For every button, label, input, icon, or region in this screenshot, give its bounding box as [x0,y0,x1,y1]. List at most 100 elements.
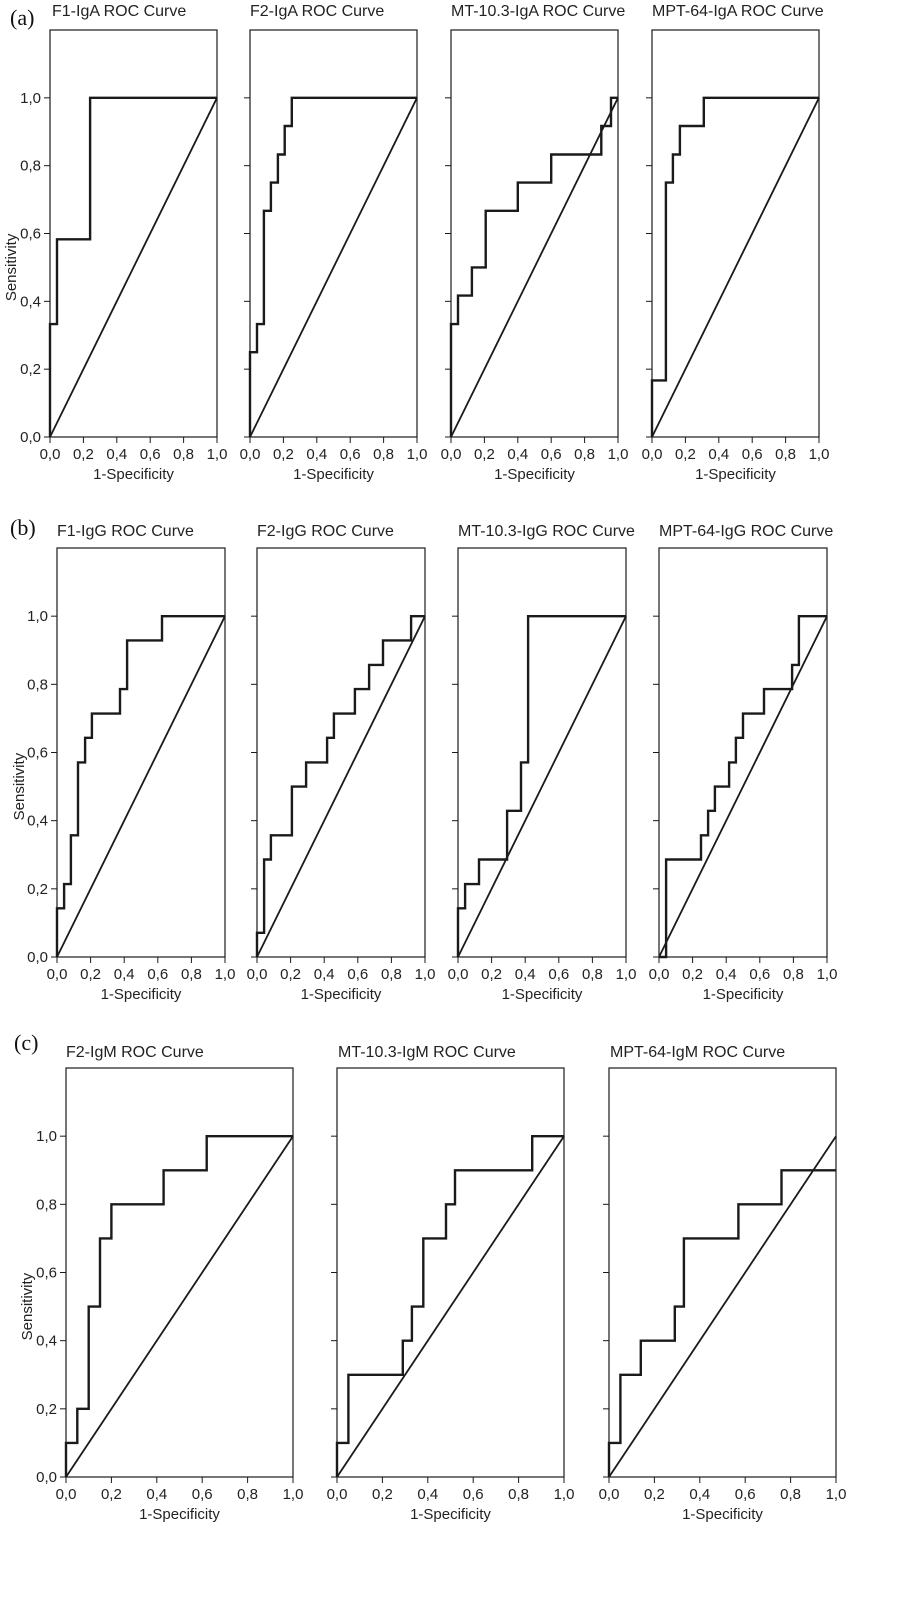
chart-4-xtick-label: 0,8 [775,446,796,463]
chart-9-xlabel: 1-Specificity [139,1506,220,1523]
chart-6-xtick-label: 0,0 [247,966,268,983]
chart-4-xtick-label: 0,0 [642,446,663,463]
chart-9-xtick-label: 1,0 [283,1486,304,1503]
chart-8-plot-frame [658,547,828,958]
chart-6-reference-line [256,615,426,958]
chart-1-ytick-label: 1,0 [20,90,41,107]
chart-4-xtick-label: 1,0 [809,446,830,463]
chart-2-roc-line [248,96,417,437]
chart-7-title: MT-10.3-IgG ROC Curve [458,523,635,540]
chart-6-plot-frame [256,547,426,958]
chart-7-xlabel: 1-Specificity [502,986,583,1003]
chart-10-roc-line [335,1134,564,1477]
chart-9-reference-line [65,1135,294,1478]
chart-1-ytick-label: 0,6 [20,226,41,243]
chart-10-xtick-label: 1,0 [554,1486,575,1503]
chart-8-xtick-label: 0,2 [682,966,703,983]
chart-5-reference-line [56,615,226,958]
chart-1-xtick-label: 0,4 [106,446,127,463]
chart-6-title: F2-IgG ROC Curve [257,523,394,540]
chart-5-title: F1-IgG ROC Curve [57,523,194,540]
chart-11-xlabel: 1-Specificity [682,1506,763,1523]
chart-9-xtick-label: 0,8 [237,1486,258,1503]
chart-5-xtick-label: 0,8 [181,966,202,983]
chart-9-ytick-label: 0,6 [36,1265,57,1282]
chart-7-xtick-label: 0,4 [515,966,536,983]
chart-1-xtick-label: 0,2 [73,446,94,463]
chart-6-xtick-label: 0,4 [314,966,335,983]
chart-6-roc-line [255,615,425,957]
chart-5-xtick-label: 0,4 [114,966,135,983]
chart-5-ytick-label: 0,8 [27,676,48,693]
chart-1-xtick-label: 0,6 [140,446,161,463]
chart-5-xtick-label: 0,2 [80,966,101,983]
chart-5-plot-frame [56,547,226,958]
chart-8-roc-line [659,615,827,959]
chart-11-xtick-label: 0,6 [735,1486,756,1503]
chart-3-title: MT-10.3-IgA ROC Curve [451,3,625,20]
chart-10-xtick-label: 0,0 [327,1486,348,1503]
chart-3-reference-line [450,97,619,438]
chart-9-ytick-label: 0,4 [36,1333,57,1350]
chart-1-xtick-label: 0,0 [40,446,61,463]
chart-8-xtick-label: 0,6 [749,966,770,983]
chart-6-xtick-label: 0,2 [280,966,301,983]
chart-9-ytick-label: 0,8 [36,1196,57,1213]
chart-1-roc-line [48,96,217,437]
chart-7-roc-line [456,615,626,957]
chart-7-reference-line [457,615,627,958]
chart-1-xtick-label: 1,0 [207,446,228,463]
chart-7-xtick-label: 1,0 [616,966,637,983]
chart-11-xtick-label: 0,8 [780,1486,801,1503]
chart-7-plot-frame [457,547,627,958]
chart-4-xtick-label: 0,2 [675,446,696,463]
chart-1-plot-frame [49,29,218,438]
chart-1-ytick-label: 0,0 [20,429,41,446]
chart-5-ytick-label: 1,0 [27,608,48,625]
chart-9-ytick-label: 1,0 [36,1128,57,1145]
chart-11-title: MPT-64-IgM ROC Curve [610,1044,785,1061]
chart-10-xtick-label: 0,4 [417,1486,438,1503]
chart-5-xlabel: 1-Specificity [101,986,182,1003]
chart-7-xtick-label: 0,0 [448,966,469,983]
chart-3-plot-frame [450,29,619,438]
chart-7-xtick-label: 0,6 [548,966,569,983]
chart-11-reference-line [608,1135,837,1478]
chart-1-ytick-label: 0,8 [20,158,41,175]
chart-5-xtick-label: 0,6 [147,966,168,983]
chart-8-xlabel: 1-Specificity [703,986,784,1003]
chart-2-xtick-label: 0,0 [240,446,261,463]
chart-8-reference-line [658,615,828,958]
chart-1-title: F1-IgA ROC Curve [52,3,186,20]
chart-4-roc-line [650,96,819,437]
chart-6-xtick-label: 1,0 [415,966,436,983]
chart-1-ylabel: Sensitivity [3,233,20,301]
chart-4-xtick-label: 0,6 [742,446,763,463]
chart-8-xtick-label: 0,8 [783,966,804,983]
chart-9-title: F2-IgM ROC Curve [66,1044,204,1061]
chart-3-xtick-label: 0,4 [507,446,528,463]
chart-2-xtick-label: 0,4 [306,446,327,463]
chart-9-xtick-label: 0,6 [192,1486,213,1503]
chart-6-xtick-label: 0,6 [347,966,368,983]
chart-5-ytick-label: 0,4 [27,813,48,830]
chart-4-reference-line [651,97,820,438]
chart-5-xtick-label: 0,0 [47,966,68,983]
panel-label-1: (a) [10,5,34,30]
panel-label-3: (c) [14,1030,38,1055]
chart-4-xlabel: 1-Specificity [695,466,776,483]
chart-7-xtick-label: 0,2 [481,966,502,983]
chart-10-xtick-label: 0,2 [372,1486,393,1503]
chart-11-plot-frame [608,1067,837,1478]
chart-1-ytick-label: 0,4 [20,293,41,310]
chart-10-xtick-label: 0,6 [463,1486,484,1503]
chart-8-xtick-label: 1,0 [817,966,838,983]
chart-5-ytick-label: 0,2 [27,881,48,898]
chart-6-xlabel: 1-Specificity [301,986,382,1003]
chart-2-xlabel: 1-Specificity [293,466,374,483]
chart-2-plot-frame [249,29,418,438]
chart-1-xlabel: 1-Specificity [93,466,174,483]
chart-11-xtick-label: 0,0 [599,1486,620,1503]
chart-11-roc-line [607,1169,836,1477]
chart-3-xtick-label: 0,8 [574,446,595,463]
